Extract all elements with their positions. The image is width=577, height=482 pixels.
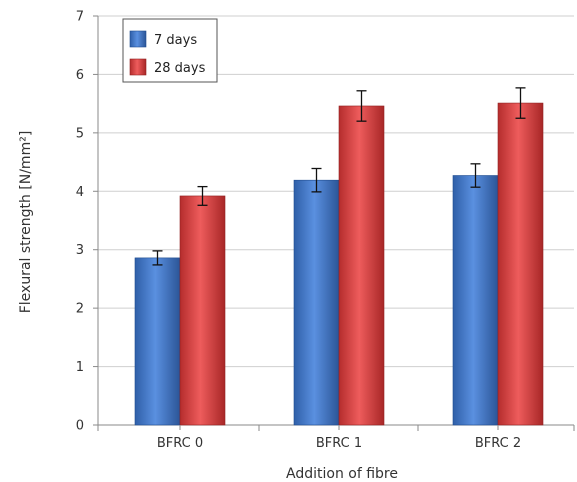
- x-tick-label: BFRC 0: [157, 436, 203, 451]
- legend-label-7-days: 7 days: [154, 33, 197, 48]
- y-tick-label: 6: [76, 68, 84, 83]
- y-axis-title: Flexural strength [N/mm²]: [18, 131, 34, 314]
- error-bar: [356, 90, 367, 122]
- y-axis-ticks: 0 1 2 3 4 5 6 7: [76, 10, 98, 434]
- y-tick-label: 3: [76, 243, 84, 258]
- x-axis-title: Addition of fibre: [286, 466, 398, 482]
- y-tick-label: 4: [76, 185, 84, 200]
- error-bar: [197, 185, 208, 206]
- error-bar: [515, 87, 526, 119]
- legend: 7 days 28 days: [122, 18, 218, 83]
- legend-swatch-7-days: [129, 30, 147, 48]
- bar-28-days: [179, 195, 226, 426]
- bar-7-days: [293, 179, 340, 426]
- bar-28-days: [497, 102, 544, 426]
- bar-28-days: [338, 105, 385, 426]
- y-tick-label: 2: [76, 302, 84, 317]
- bar-7-days: [452, 175, 499, 426]
- error-bar: [470, 163, 481, 188]
- legend-label-28-days: 28 days: [154, 61, 206, 76]
- error-bar: [152, 250, 163, 266]
- x-tick-label: BFRC 2: [475, 436, 521, 451]
- error-bar: [311, 167, 322, 193]
- y-tick-label: 0: [76, 419, 84, 434]
- bar-7-days: [134, 257, 181, 426]
- x-tick-label: BFRC 1: [316, 436, 362, 451]
- bars: [134, 87, 544, 426]
- legend-swatch-28-days: [129, 58, 147, 76]
- y-tick-label: 7: [76, 10, 84, 25]
- y-tick-label: 1: [76, 360, 84, 375]
- x-axis-ticks: BFRC 0 BFRC 1 BFRC 2: [97, 425, 575, 451]
- y-tick-label: 5: [76, 126, 84, 141]
